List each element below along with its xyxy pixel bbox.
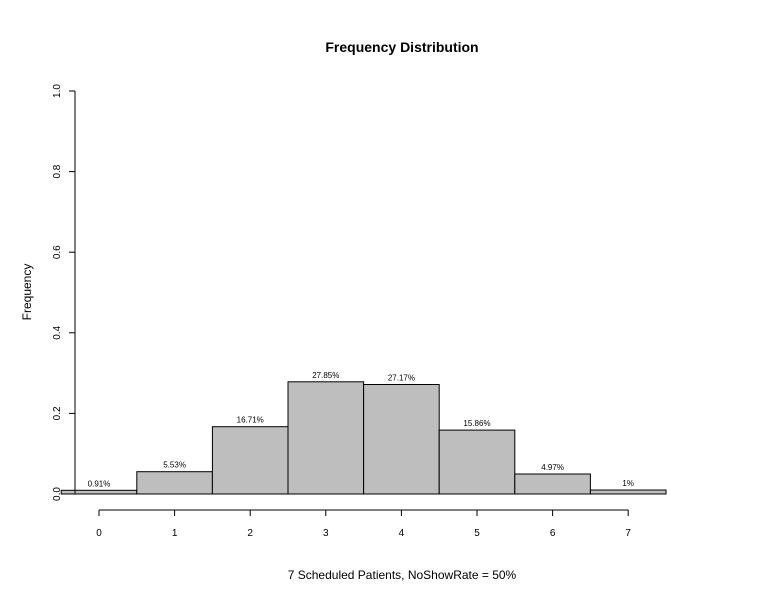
data-label-4: 27.17% [388,374,415,383]
data-label-0: 0.91% [88,479,111,488]
y-tick-label-0.6: 0.6 [52,245,63,259]
chart-title: Frequency Distribution [325,39,478,55]
x-tick-label-0: 0 [96,528,102,539]
bar-2 [211,426,289,495]
x-tick-label-4: 4 [399,528,405,539]
y-tick-label-0.0: 0.0 [52,487,63,501]
data-label-1: 5.53% [163,461,186,470]
x-tick-label-6: 6 [550,528,556,539]
bar-4 [363,384,440,495]
y-tick-label-0.8: 0.8 [52,164,63,178]
x-tick-label-7: 7 [625,528,631,539]
bar-3 [287,381,365,495]
y-tick-label-1.0: 1.0 [52,84,63,98]
x-tick-label-3: 3 [323,528,329,539]
x-axis-label: 7 Scheduled Patients, NoShowRate = 50% [288,568,517,582]
bar-5 [438,429,516,495]
bar-0 [60,489,138,495]
y-tick-label-0.2: 0.2 [52,406,63,420]
data-label-6: 4.97% [541,463,564,472]
bar-7 [589,489,667,495]
bar-1 [136,471,213,495]
data-label-2: 16.71% [237,416,264,425]
data-label-7: 1% [622,479,634,488]
x-tick-label-5: 5 [474,528,480,539]
bar-6 [514,473,591,495]
x-tick-label-2: 2 [247,528,253,539]
plot-area: 0.91% 5.53% 16.71% 27.85% 27.17% 15.86% 4.97% 1… [52,84,667,539]
data-label-5: 15.86% [463,419,490,428]
y-tick-label-0.4: 0.4 [52,325,63,339]
y-axis-label: Frequency [20,264,34,321]
data-label-3: 27.85% [312,371,339,380]
x-tick-label-1: 1 [172,528,178,539]
